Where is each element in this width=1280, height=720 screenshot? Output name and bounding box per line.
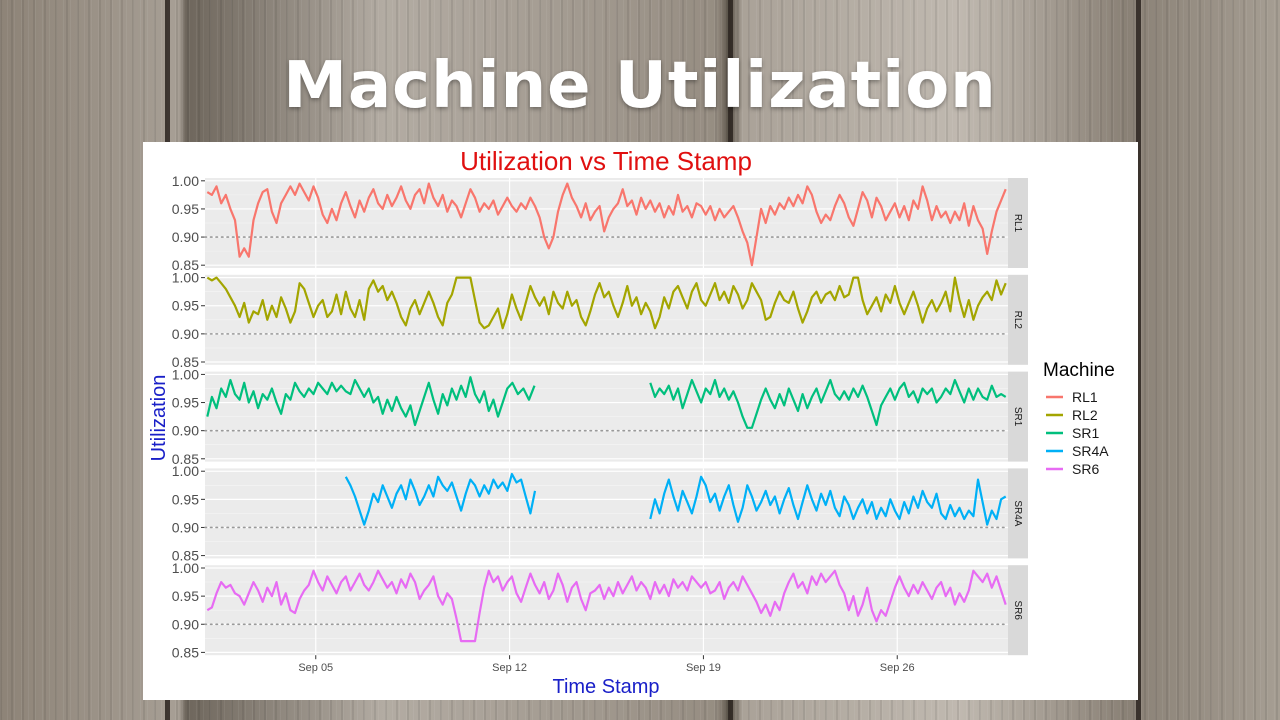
- y-tick-label: 0.85: [172, 548, 199, 564]
- y-tick-label: 1.00: [172, 366, 199, 382]
- legend-label-rl2: RL2: [1072, 407, 1098, 423]
- utilization-chart: Utilization vs Time Stamp Time Stamp Uti…: [148, 146, 1115, 698]
- y-tick-label: 0.90: [172, 229, 199, 245]
- facet-panel-rl2: 0.85 0.90 0.95 1.00 RL2: [172, 270, 1028, 370]
- chart-title: Utilization vs Time Stamp: [460, 146, 752, 176]
- facet-panel-sr1: 0.85 0.90 0.95 1.00 SR1: [172, 366, 1028, 467]
- facet-strip-label: SR1: [1012, 407, 1023, 427]
- y-tick-label: 0.95: [172, 395, 199, 411]
- series-line-sr6: [206, 569, 1007, 643]
- facet-strip: [1008, 178, 1028, 268]
- facet-strip: [1008, 565, 1028, 656]
- chart-card: Utilization vs Time Stamp Time Stamp Uti…: [143, 142, 1138, 700]
- facet-panel-sr4a: 0.85 0.90 0.95 1.00 SR4A: [172, 463, 1028, 564]
- legend: Machine RL1 RL2 SR1 SR4A SR6: [1043, 360, 1115, 477]
- y-tick-label: 0.95: [172, 298, 199, 314]
- series-line-sr1: [206, 376, 536, 427]
- page-title: Machine Utilization: [283, 49, 997, 123]
- wood-plank-seam: [1136, 0, 1141, 720]
- legend-label-sr6: SR6: [1072, 461, 1099, 477]
- series-line-rl2: [206, 276, 1007, 330]
- legend-label-sr1: SR1: [1072, 425, 1099, 441]
- x-axis-label: Time Stamp: [552, 676, 659, 698]
- y-tick-label: 0.95: [172, 588, 199, 604]
- legend-label-sr4a: SR4A: [1072, 443, 1109, 459]
- y-tick-label: 0.95: [172, 491, 199, 507]
- y-axis-label: Utilization: [148, 375, 170, 462]
- y-tick-label: 0.90: [172, 519, 199, 535]
- facet-panel-rl1: 0.85 0.90 0.95 1.00 RL1: [172, 173, 1028, 273]
- series-line-sr4a: [344, 472, 537, 526]
- y-tick-label: 0.85: [172, 451, 199, 467]
- series-line-rl1: [206, 182, 1007, 267]
- facet-strip-label: RL2: [1012, 311, 1023, 330]
- x-tick-label: Sep 26: [880, 662, 915, 674]
- y-tick-label: 0.85: [172, 644, 199, 660]
- facet-strip: [1008, 274, 1028, 365]
- facet-panel-sr6: 0.85 0.90 0.95 1.00 SR6: [172, 560, 1028, 660]
- legend-label-rl1: RL1: [1072, 389, 1098, 405]
- facet-strip-label: RL1: [1012, 214, 1023, 233]
- facet-panels: 0.850.900.951.00RL10.850.900.951.00RL20.…: [172, 173, 1028, 660]
- y-tick-label: 0.85: [172, 354, 199, 370]
- x-tick-label: Sep 05: [298, 662, 333, 674]
- facet-strip-label: SR6: [1012, 600, 1023, 620]
- y-tick-label: 0.95: [172, 201, 199, 217]
- series-line-sr1: [649, 378, 1007, 429]
- y-tick-label: 0.90: [172, 616, 199, 632]
- legend-title: Machine: [1043, 360, 1115, 381]
- facet-strip: [1008, 468, 1028, 559]
- series-line-sr4a: [649, 475, 1007, 526]
- x-tick-label: Sep 12: [492, 662, 527, 674]
- x-tick-label: Sep 19: [686, 662, 721, 674]
- facet-strip-label: SR4A: [1012, 500, 1023, 526]
- y-tick-label: 1.00: [172, 463, 199, 479]
- y-tick-label: 1.00: [172, 560, 199, 576]
- y-tick-label: 0.90: [172, 423, 199, 439]
- y-tick-label: 0.85: [172, 257, 199, 273]
- y-tick-label: 1.00: [172, 173, 199, 189]
- y-tick-label: 0.90: [172, 326, 199, 342]
- facet-strip: [1008, 371, 1028, 462]
- y-tick-label: 1.00: [172, 270, 199, 286]
- x-axis: Sep 05 Sep 12 Sep 19 Sep 26: [298, 655, 915, 674]
